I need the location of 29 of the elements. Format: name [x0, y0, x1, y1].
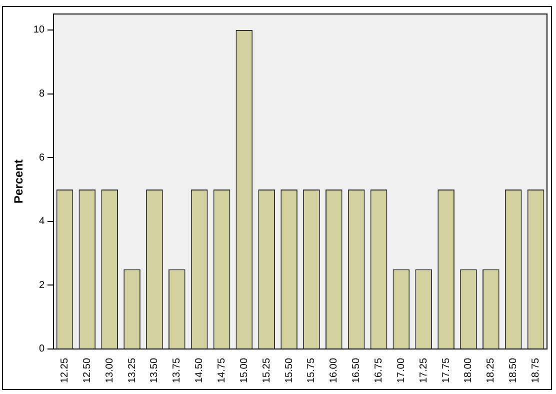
x-tick-label: 16.50	[351, 358, 362, 384]
x-tick-label: 13.25	[126, 358, 138, 384]
x-tick-label: 17.00	[396, 358, 407, 384]
x-tick-label: 18.25	[486, 358, 497, 384]
x-tick-label: 17.25	[418, 358, 430, 384]
y-tick-label: 8	[38, 88, 45, 100]
y-tick-label: 4	[38, 216, 45, 228]
y-tick-label: 6	[38, 152, 45, 164]
x-tick-label: 13.50	[149, 358, 160, 384]
y-axis-title: Percent	[12, 159, 26, 204]
x-tick-label: 16.00	[328, 358, 340, 384]
x-tick-label: 17.75	[440, 358, 452, 384]
x-tick-label: 15.50	[284, 358, 295, 384]
x-tick-label: 14.75	[216, 358, 228, 384]
x-tick-label: 13.00	[104, 358, 116, 384]
x-tick-label: 18.00	[463, 358, 474, 384]
y-tick-label: 10	[33, 24, 45, 36]
x-tick-label: 12.50	[82, 358, 93, 384]
x-tick-label: 18.75	[530, 358, 542, 384]
x-tick-label: 16.75	[374, 358, 385, 384]
x-tick-label: 14.50	[194, 358, 206, 384]
x-tick-label: 15.00	[238, 358, 250, 384]
x-tick-label: 12.25	[59, 358, 70, 384]
x-tick-label: 15.25	[261, 358, 272, 384]
x-tick-label: 15.75	[306, 358, 318, 384]
y-tick-label: 0	[38, 344, 45, 355]
x-tick-label: 18.50	[508, 358, 520, 384]
x-tick-label: 13.75	[172, 358, 183, 384]
y-tick-label: 2	[38, 280, 45, 291]
